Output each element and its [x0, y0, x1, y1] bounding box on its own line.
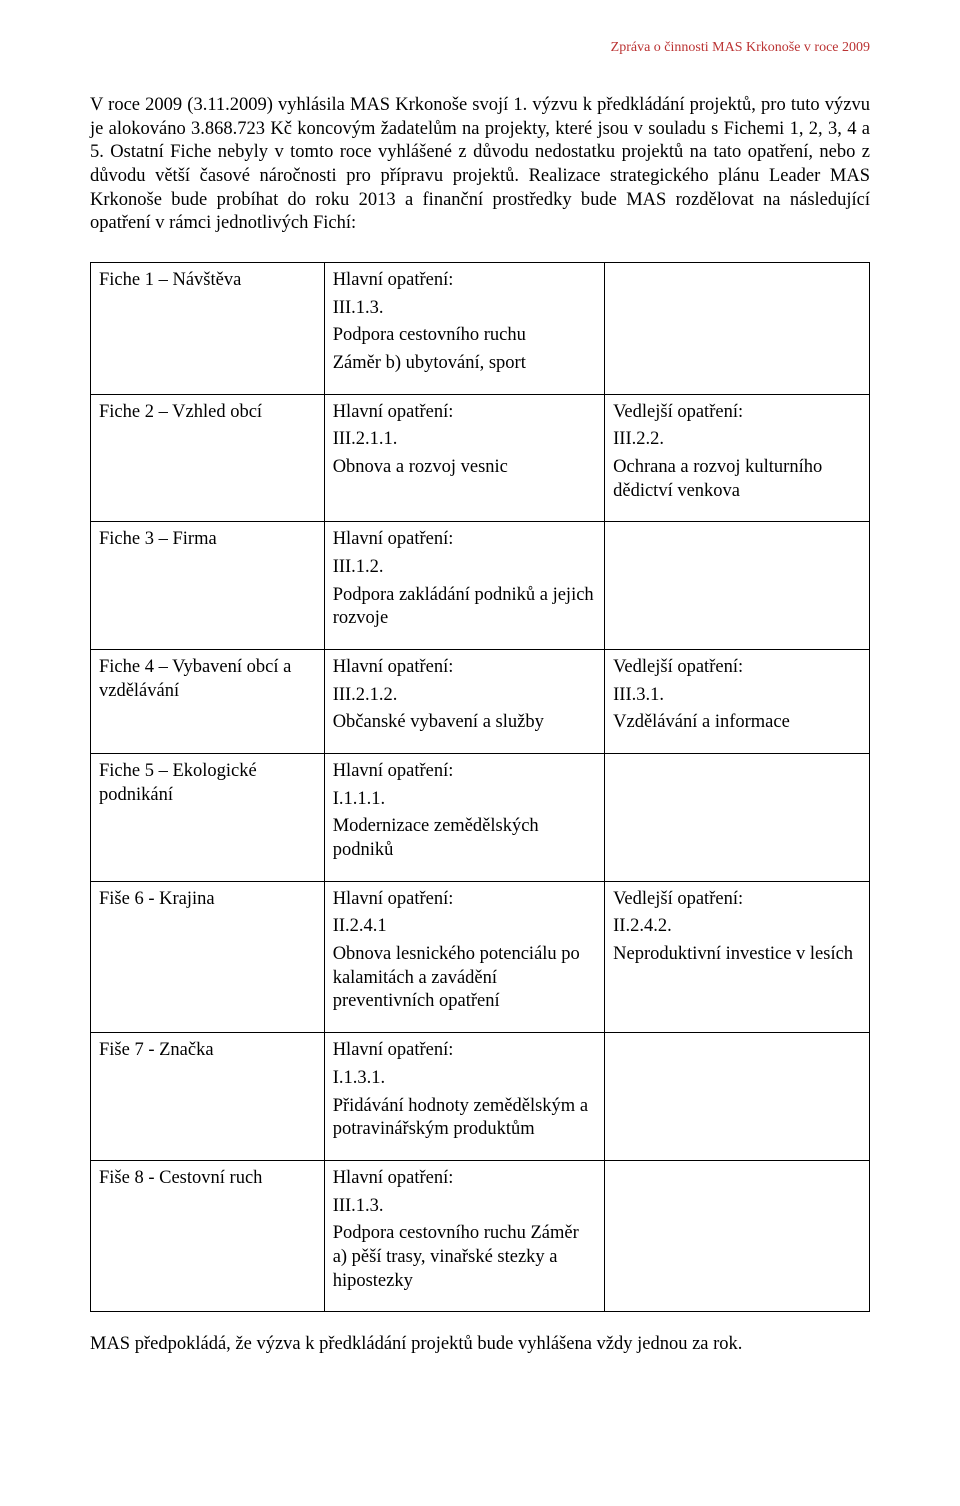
main-measure-cell: Hlavní opatření: III.2.1.1. Obnova a rozvo… [324, 394, 604, 522]
side-measure-cell [605, 754, 870, 882]
cell-line: Neproduktivní investice v lesích [613, 943, 861, 967]
cell-line: Hlavní opatření: [333, 401, 596, 425]
cell-line: Přidávání hodnoty zemědělským a potravin… [333, 1095, 596, 1142]
cell-line: III.2.2. [613, 428, 861, 452]
cell-line: III.1.3. [333, 297, 596, 321]
cell-line: Hlavní opatření: [333, 656, 596, 680]
table-row: Fiše 8 - Cestovní ruch Hlavní opatření: II… [91, 1160, 870, 1311]
fiche-name-cell: Fiche 2 – Vzhled obcí [91, 394, 325, 522]
table-row: Fiche 3 – Firma Hlavní opatření: III.1.2. P… [91, 522, 870, 650]
cell-line: Obnova a rozvoj vesnic [333, 456, 596, 480]
footer-paragraph: MAS předpokládá, že výzva k předkládání … [90, 1334, 870, 1355]
table-row: Fiche 4 – Vybavení obcí a vzděláváníHlav… [91, 650, 870, 754]
cell-line: Hlavní opatření: [333, 760, 596, 784]
cell-line: Hlavní opatření: [333, 528, 596, 552]
main-measure-cell: Hlavní opatření: II.2.4.1 Obnova lesnickéh… [324, 881, 604, 1032]
side-measure-cell [605, 1160, 870, 1311]
cell-line: III.1.3. [333, 1195, 596, 1219]
main-measure-cell: Hlavní opatření: III.2.1.2. Občanské vybav… [324, 650, 604, 754]
fiche-name-cell: Fiše 6 - Krajina [91, 881, 325, 1032]
cell-line: III.2.1.2. [333, 684, 596, 708]
fiche-name-cell: Fiše 8 - Cestovní ruch [91, 1160, 325, 1311]
main-measure-cell: Hlavní opatření: III.1.2. Podpora zakládán… [324, 522, 604, 650]
side-measure-cell [605, 1033, 870, 1161]
cell-line: Modernizace zemědělských podniků [333, 815, 596, 862]
table-row: Fiche 1 – Návštěva Hlavní opatření: III.1.… [91, 263, 870, 395]
header-report-title: Zpráva o činnosti MAS Krkonoše v roce 20… [90, 40, 870, 56]
cell-line: Občanské vybavení a služby [333, 711, 596, 735]
page: Zpráva o činnosti MAS Krkonoše v roce 20… [0, 0, 960, 1506]
main-measure-cell: Hlavní opatření: III.1.3. Podpora cestovní… [324, 263, 604, 395]
cell-line: III.1.2. [333, 556, 596, 580]
cell-line: Hlavní opatření: [333, 269, 596, 293]
cell-line: III.3.1. [613, 684, 861, 708]
cell-line: Podpora cestovního ruchu [333, 324, 596, 348]
table-row: Fiche 2 – Vzhled obcí Hlavní opatření: III… [91, 394, 870, 522]
cell-line: Vedlejší opatření: [613, 888, 861, 912]
fiche-name-cell: Fiche 5 – Ekologické podnikání [91, 754, 325, 882]
main-measure-cell: Hlavní opatření: III.1.3. Podpora cestovní… [324, 1160, 604, 1311]
cell-line: II.2.4.2. [613, 915, 861, 939]
fiche-name-cell: Fiše 7 - Značka [91, 1033, 325, 1161]
fiche-name-cell: Fiche 4 – Vybavení obcí a vzdělávání [91, 650, 325, 754]
side-measure-cell [605, 522, 870, 650]
side-measure-cell: Vedlejší opatření: III.3.1. Vzdělávání a i… [605, 650, 870, 754]
cell-line: I.1.3.1. [333, 1067, 596, 1091]
side-measure-cell: Vedlejší opatření: III.2.2. Ochrana a rozv… [605, 394, 870, 522]
cell-line: Podpora zakládání podniků a jejich rozvo… [333, 584, 596, 631]
fiche-name-cell: Fiche 1 – Návštěva [91, 263, 325, 395]
cell-line: Ochrana a rozvoj kulturního dědictví ven… [613, 456, 861, 503]
cell-line: Vedlejší opatření: [613, 656, 861, 680]
side-measure-cell: Vedlejší opatření: II.2.4.2. Neproduktivní… [605, 881, 870, 1032]
cell-line: Záměr b) ubytování, sport [333, 352, 596, 376]
main-measure-cell: Hlavní opatření: I.1.1.1. Modernizace země… [324, 754, 604, 882]
cell-line: Podpora cestovního ruchu Záměr a) pěší t… [333, 1222, 596, 1293]
cell-line: I.1.1.1. [333, 788, 596, 812]
cell-line: Hlavní opatření: [333, 1039, 596, 1063]
table-row: Fiše 6 - Krajina Hlavní opatření: II.2.4.1… [91, 881, 870, 1032]
table-row: Fiše 7 - Značka Hlavní opatření: I.1.3.1. P… [91, 1033, 870, 1161]
cell-line: III.2.1.1. [333, 428, 596, 452]
cell-line: II.2.4.1 [333, 915, 596, 939]
cell-line: Hlavní opatření: [333, 1167, 596, 1191]
table-row: Fiche 5 – Ekologické podnikáníHlavní opa… [91, 754, 870, 882]
cell-line: Vedlejší opatření: [613, 401, 861, 425]
main-measure-cell: Hlavní opatření: I.1.3.1. Přidávání hodnot… [324, 1033, 604, 1161]
fiche-table: Fiche 1 – Návštěva Hlavní opatření: III.1.… [90, 262, 870, 1312]
intro-paragraph: V roce 2009 (3.11.2009) vyhlásila MAS Kr… [90, 94, 870, 236]
cell-line: Obnova lesnického potenciálu po kalamitá… [333, 943, 596, 1014]
side-measure-cell [605, 263, 870, 395]
cell-line: Hlavní opatření: [333, 888, 596, 912]
fiche-name-cell: Fiche 3 – Firma [91, 522, 325, 650]
cell-line: Vzdělávání a informace [613, 711, 861, 735]
